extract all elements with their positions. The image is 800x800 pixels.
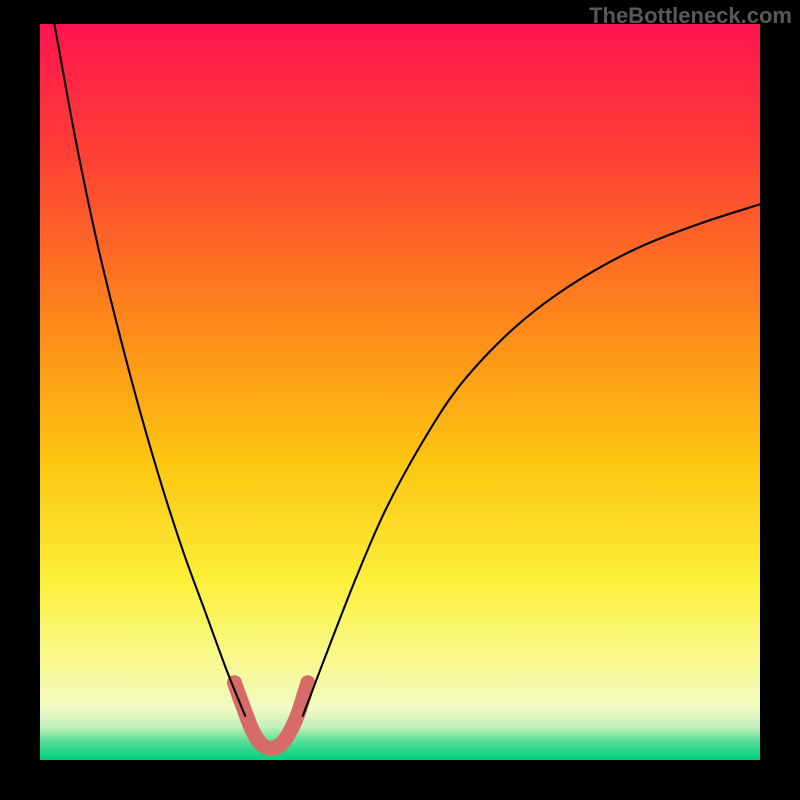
watermark-text: TheBottleneck.com [589,3,792,29]
plot-area [40,24,760,760]
series-right-ascent [303,204,760,716]
series-left-descent [54,24,245,716]
chart-container: TheBottleneck.com [0,0,800,800]
chart-curves [40,24,760,760]
